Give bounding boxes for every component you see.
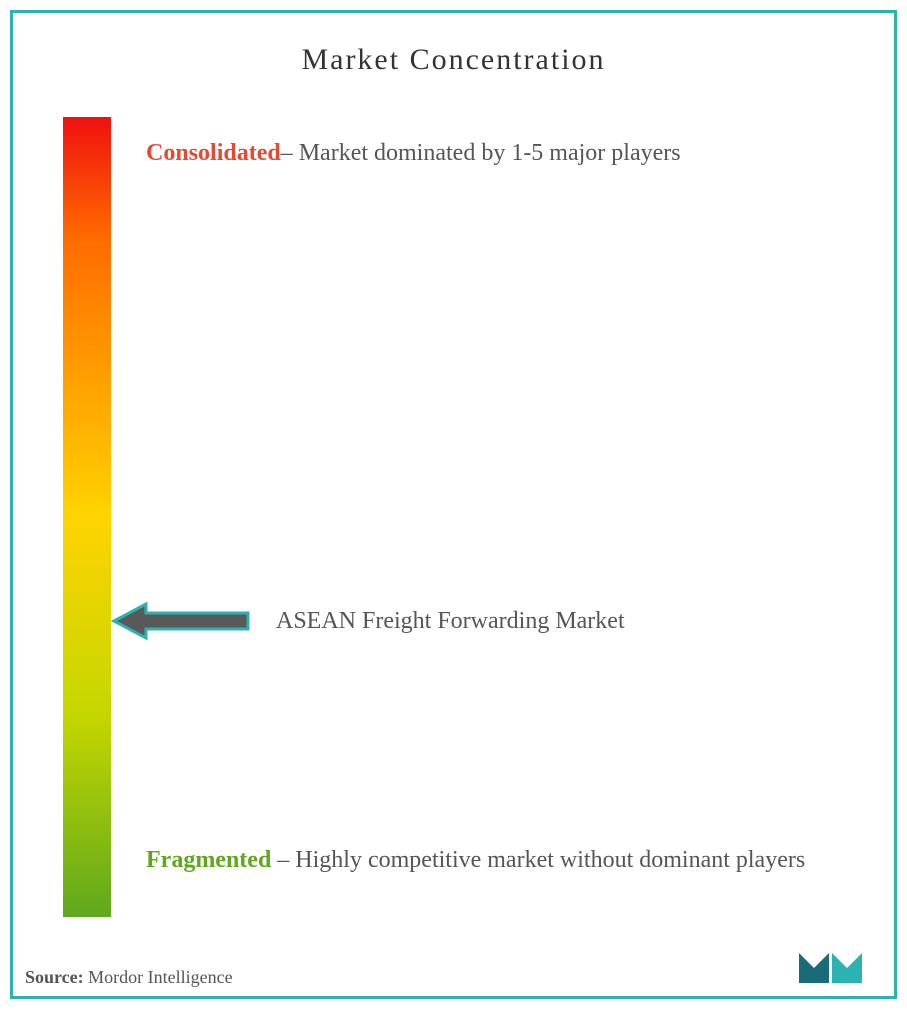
market-name-label: ASEAN Freight Forwarding Market — [276, 608, 625, 635]
chart-content: Consolidated– Market dominated by 1-5 ma… — [53, 107, 854, 927]
infographic-container: Market Concentration Consolidated– Marke… — [10, 10, 897, 999]
market-position-marker: ASEAN Freight Forwarding Market — [111, 601, 625, 641]
consolidated-label: Consolidated — [146, 140, 281, 166]
fragmented-text: – Highly competitive market without domi… — [271, 847, 805, 873]
concentration-gradient-bar — [63, 117, 111, 917]
text-area: Consolidated– Market dominated by 1-5 ma… — [111, 107, 854, 927]
fragmented-label: Fragmented — [146, 847, 271, 873]
source-label: Source: — [25, 967, 84, 987]
source-attribution: Source: Mordor Intelligence — [25, 967, 233, 988]
mordor-logo-icon — [794, 938, 864, 988]
fragmented-description: Fragmented – Highly competitive market w… — [146, 834, 834, 887]
source-text: Mordor Intelligence — [84, 967, 233, 987]
consolidated-description: Consolidated– Market dominated by 1-5 ma… — [146, 127, 834, 180]
consolidated-text: – Market dominated by 1-5 major players — [281, 140, 681, 166]
chart-title: Market Concentration — [53, 43, 854, 77]
arrow-icon — [111, 601, 251, 641]
